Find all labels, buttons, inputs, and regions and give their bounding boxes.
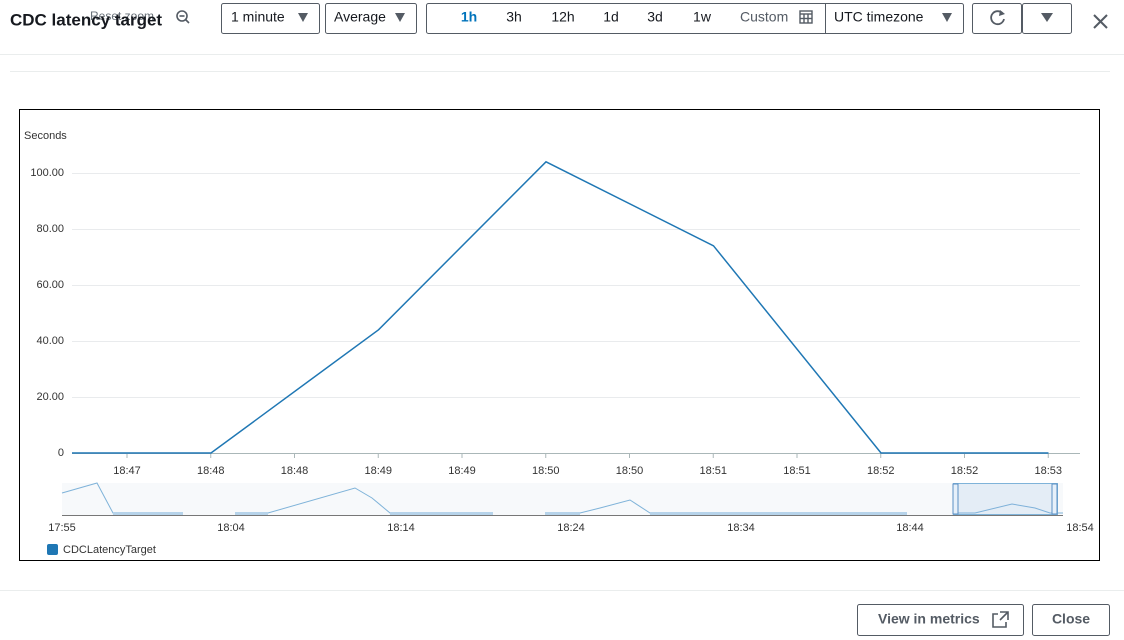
range-option[interactable]: 3h (506, 9, 522, 25)
plot-area: 0 20.00 40.00 60.00 80.00 100.00 18:47 18:48 18:… (30, 160, 1080, 477)
y-tick-label: 100.00 (30, 167, 64, 179)
navigator-labels: 17:55 18:04 18:14 18:24 18:34 18:44 18:54 (48, 522, 1094, 534)
y-tick-label: 0 (58, 447, 64, 459)
navigator-handle[interactable] (1051, 483, 1058, 515)
y-tick-label: 20.00 (36, 391, 64, 403)
legend-label[interactable]: CDCLatencyTarget (63, 544, 156, 556)
navigator-selection[interactable] (953, 483, 1058, 515)
x-tick-label: 18:50 (532, 465, 560, 477)
x-tick-label: 18:51 (699, 465, 727, 477)
x-tick-label: 18:49 (364, 465, 392, 477)
reset-zoom[interactable]: Reset zoom (90, 9, 154, 23)
y-tick-label: 40.00 (36, 335, 64, 347)
range-option[interactable]: 12h (551, 9, 574, 25)
x-tick-label: 18:50 (616, 465, 644, 477)
x-tick-label: 18:51 (783, 465, 811, 477)
x-tick-label: 18:48 (281, 465, 309, 477)
navigator-label: 18:04 (217, 522, 245, 534)
y-tick-label: 80.00 (36, 223, 64, 235)
view-in-metrics-label: View in metrics (878, 611, 980, 627)
custom-range[interactable]: Custom (740, 9, 788, 25)
refresh-icon (990, 10, 1005, 26)
range-option[interactable]: 1d (603, 9, 619, 25)
navigator (62, 483, 1063, 515)
dropdown-arrow (1041, 13, 1053, 22)
navigator-label: 18:34 (727, 522, 755, 534)
y-axis-label: Seconds (24, 130, 67, 142)
close-button[interactable] (1032, 604, 1110, 636)
navigator-label: 17:55 (48, 522, 76, 534)
zoom-out-icon[interactable] (176, 10, 190, 24)
modal-title: CDC latency target (10, 10, 162, 29)
navigator-label: 18:14 (387, 522, 415, 534)
close-icon[interactable] (1093, 14, 1108, 29)
legend-swatch (47, 544, 58, 555)
navigator-handle[interactable] (952, 483, 959, 515)
range-options: 1h 3h 12h 1d 3d 1w (461, 9, 712, 25)
calendar-icon (799, 10, 813, 24)
dropdown-arrow (942, 13, 952, 22)
navigator-label: 18:24 (557, 522, 585, 534)
period-dropdown[interactable] (221, 3, 320, 34)
navigator-label: 18:54 (1066, 522, 1094, 534)
close-label: Close (1052, 611, 1090, 627)
view-in-metrics-button[interactable] (857, 604, 1024, 636)
dropdown-arrow (395, 13, 405, 22)
range-option[interactable]: 1h (461, 9, 477, 25)
navigator-series (61, 482, 1063, 514)
refresh-button[interactable] (972, 3, 1022, 34)
period-value: 1 minute (231, 9, 285, 25)
range-option[interactable]: 1w (693, 9, 712, 25)
statistic-value: Average (334, 9, 386, 25)
navigator-label: 18:44 (896, 522, 924, 534)
x-tick-label: 18:52 (951, 465, 979, 477)
dropdown-arrow (298, 13, 308, 22)
statistic-dropdown[interactable] (325, 3, 417, 34)
series-line (72, 160, 1049, 454)
x-tick-label: 18:48 (197, 465, 225, 477)
y-tick-label: 60.00 (36, 279, 64, 291)
time-range-group (426, 3, 964, 34)
refresh-icon-head (999, 10, 1005, 16)
x-tick-label: 18:47 (113, 465, 141, 477)
timezone-value[interactable]: UTC timezone (834, 9, 924, 25)
external-link-icon (992, 611, 1009, 628)
x-tick-label: 18:49 (448, 465, 476, 477)
x-tick-label: 18:52 (867, 465, 895, 477)
range-option[interactable]: 3d (647, 9, 663, 25)
x-tick-label: 18:53 (1034, 465, 1062, 477)
